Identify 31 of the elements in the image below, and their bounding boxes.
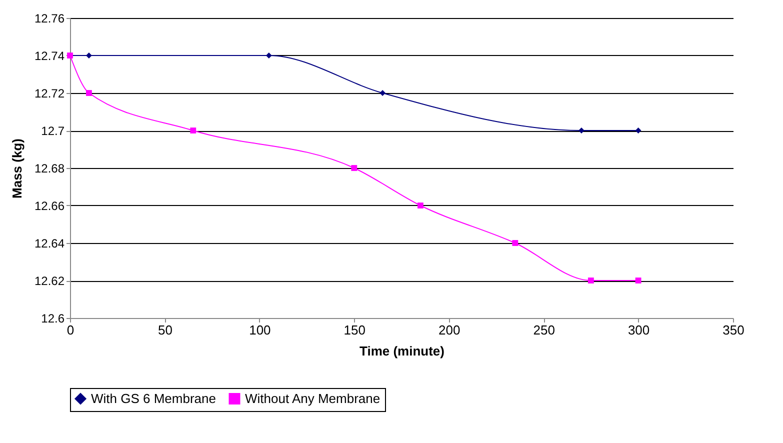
y-tick-label: 12.68: [34, 162, 65, 176]
point: [417, 202, 424, 208]
x-axis-title: Time (minute): [360, 344, 444, 358]
y-tick-label: 12.76: [34, 12, 65, 26]
y-axis-title: Mass (kg): [9, 138, 24, 198]
y-tick-label: 12.64: [34, 236, 65, 250]
point: [86, 90, 92, 96]
x-tick-label: 350: [722, 322, 744, 338]
legend-label: With GS 6 Membrane: [91, 390, 216, 406]
y-tick-label: 12.6: [41, 312, 65, 326]
x-tick-label: 300: [628, 322, 650, 338]
x-tick-label: 0: [66, 322, 74, 338]
x-tick-label: 50: [158, 322, 172, 338]
point: [190, 128, 196, 134]
point: [635, 128, 642, 134]
y-tick-label: 12.72: [34, 86, 65, 100]
x-tick-label: 100: [249, 322, 271, 338]
y-tick-label: 12.62: [34, 274, 65, 288]
y-tick-label: 12.7: [41, 124, 65, 138]
x-tick-label: 200: [438, 322, 460, 338]
legend-label: Without Any Membrane: [245, 390, 380, 406]
point: [380, 90, 386, 96]
point: [588, 278, 594, 284]
x-tick-label: 150: [344, 322, 366, 338]
x-tick-label: 250: [533, 322, 555, 338]
point: [512, 240, 518, 246]
point: [578, 128, 584, 134]
y-tick-label: 12.66: [34, 199, 65, 213]
point: [351, 165, 358, 171]
y-tick-label: 12.74: [34, 49, 65, 63]
point: [635, 278, 642, 284]
